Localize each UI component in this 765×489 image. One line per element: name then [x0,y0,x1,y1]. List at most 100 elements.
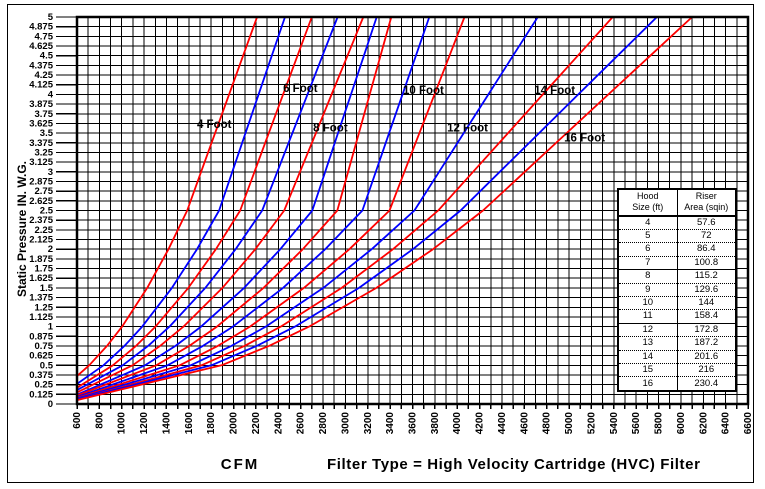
y-tick-label: 2.875 [29,176,53,187]
y-tick-label: 2.625 [29,196,53,207]
curve-16-foot [76,16,693,401]
riser-area-value: 57.6 [676,215,736,230]
riser-area-value: 144 [676,296,736,310]
riser-table-row-13ft: 13 187.2 [618,336,736,351]
hood-size-value: 10 [618,296,677,310]
curve-label-10-foot: 10 Foot [403,85,444,97]
x-tick-label: 3400 [385,412,396,435]
hood-size-value: 8 [618,269,677,284]
y-tick-label: 4.125 [29,80,53,91]
x-tick-label: 3000 [340,412,351,435]
x-tick-label: 5000 [564,412,575,435]
hood-size-value: 7 [618,255,677,270]
x-tick-label: 5800 [654,412,665,435]
x-tick-label: 3600 [408,412,419,435]
riser-table-row-5ft: 5 72 [618,228,736,243]
x-tick-label: 2800 [318,412,329,435]
x-tick-label: 5200 [586,412,597,435]
hood-size-value: 15 [618,363,677,377]
x-tick-label: 1000 [117,412,128,435]
x-tick-label: 1400 [161,412,172,435]
x-tick-label: 1600 [184,412,195,435]
y-tick-label: 0.25 [35,380,54,391]
y-tick-label: 0.625 [29,351,53,362]
y-tick-label: 3.875 [29,99,53,110]
riser-table-header-hood-size: Hood Size (ft) [618,189,677,217]
riser-table-row-7ft: 7 100.8 [618,255,736,270]
x-tick-label: 4200 [475,412,486,435]
y-tick-label: 4.625 [29,41,53,52]
x-tick-label: 4000 [452,412,463,435]
curve-10-foot [76,16,393,397]
riser-area-value: 230.4 [676,376,736,391]
y-tick-label: 3 [48,167,53,178]
x-tick-label: 800 [94,412,105,429]
x-tick-label: 4600 [519,412,530,435]
x-tick-label: 1800 [206,412,217,435]
curve-11-foot [76,16,431,398]
y-tick-label: 0.5 [40,360,54,371]
x-tick-label: 600 [72,412,83,429]
x-tick-label: 1200 [139,412,150,435]
x-tick-label: 3800 [430,412,441,435]
plot-border [75,15,750,406]
hood-size-value: 16 [618,376,677,391]
y-tick-label: 1.875 [29,254,53,265]
curve-8-foot [76,16,365,394]
riser-table-row-16ft: 16 230.4 [618,376,736,391]
riser-table-row-10ft: 10 144 [618,296,736,310]
curve-4-foot [76,16,258,377]
hood-size-value: 9 [618,282,677,297]
curve-label-4-foot: 4 Foot [197,119,232,131]
y-tick-label: 0.875 [29,331,53,342]
y-tick-label: 4.75 [35,31,54,42]
riser-table-row-8ft: 8 115.2 [618,269,736,284]
x-tick-label: 2200 [251,412,262,435]
curve-label-8-foot: 8 Foot [313,123,348,135]
riser-area-table: Hood Size (ft) Riser Area (sqin) 4 57.6 5 72 6… [617,188,737,392]
x-tick-label: 6600 [743,412,752,435]
riser-area-value: 187.2 [676,336,736,351]
hood-size-value: 6 [618,242,677,257]
riser-table-row-4ft: 4 57.6 [618,215,736,230]
x-tick-label: 2600 [296,412,307,435]
y-tick-label: 0 [48,399,53,410]
x-tick-label: 4800 [542,412,553,435]
y-tick-label: 2 [48,244,53,255]
riser-area-value: 216 [676,363,736,377]
curve-label-16-foot: 16 Foot [564,133,605,145]
y-tick-label: 0.375 [29,370,53,381]
x-tick-label: 2400 [273,412,284,435]
hood-size-value: 14 [618,349,677,364]
y-tick-label: 3.5 [40,128,54,139]
y-tick-label: 2.25 [35,225,54,236]
y-tick-label: 1.375 [29,293,53,304]
y-tick-label: 2.375 [29,215,53,226]
y-tick-label: 1.125 [29,312,53,323]
y-tick-label: 3.25 [35,147,54,158]
riser-area-value: 115.2 [676,269,736,284]
riser-area-value: 172.8 [676,322,736,337]
y-tick-label: 3.75 [35,109,54,120]
curve-label-14-foot: 14 Foot [534,85,575,97]
x-tick-label: 6400 [721,412,732,435]
y-tick-label: 4.375 [29,60,53,71]
riser-table-row-11ft: 11 158.4 [618,309,736,324]
y-tick-label: 4 [48,89,54,100]
x-axis-title: CFM [220,456,260,473]
x-tick-label: 3200 [363,412,374,435]
riser-area-value: 86.4 [676,242,736,257]
riser-table-row-14ft: 14 201.6 [618,349,736,364]
riser-area-value: 201.6 [676,349,736,364]
riser-area-value: 129.6 [676,282,736,297]
x-tick-label: 4400 [497,412,508,435]
curve-13-foot [76,16,539,400]
hood-size-value: 5 [618,228,677,243]
riser-table-header-riser-area: Riser Area (sqin) [676,189,736,217]
y-tick-label: 2.125 [29,235,53,246]
x-tick-label: 5600 [631,412,642,435]
y-tick-label: 3.375 [29,138,53,149]
y-tick-label: 1.5 [40,283,54,294]
curve-label-12-foot: 12 Foot [447,123,488,135]
chart-plot-area: 00.1250.250.3750.50.6250.750.87511.1251.… [29,13,752,435]
